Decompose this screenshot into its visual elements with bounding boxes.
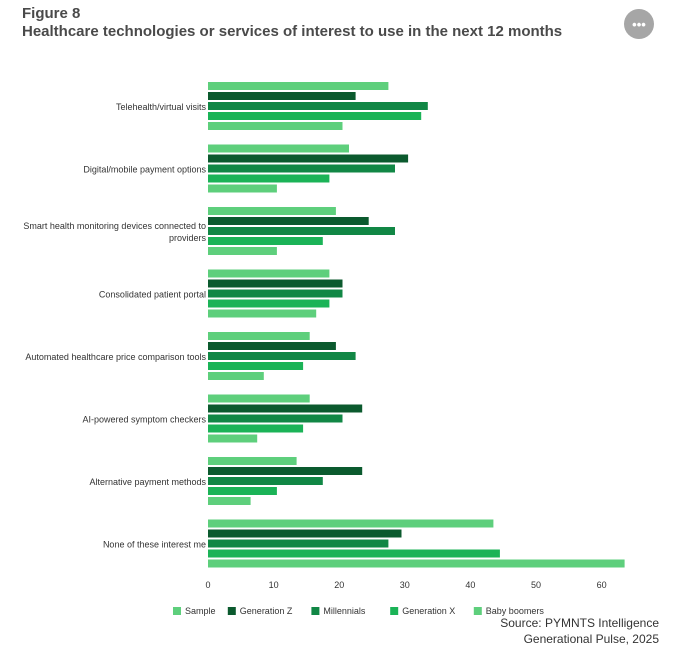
source-line-1: Source: PYMNTS Intelligence — [500, 616, 659, 630]
bar-5-millennials — [208, 352, 356, 360]
bar-2-sample — [208, 144, 349, 153]
bar-2-generation-x — [208, 174, 330, 183]
bar-8-baby-boomers — [208, 559, 625, 568]
category-label: Automated healthcare price comparison to… — [25, 352, 206, 362]
bar-6-baby-boomers — [208, 434, 258, 443]
bars-layer — [208, 82, 625, 568]
legend-label: Sample — [185, 606, 216, 616]
bar-4-sample — [208, 269, 330, 278]
legend-label: Millennials — [323, 606, 366, 616]
x-tick-label: 10 — [269, 580, 279, 590]
bar-1-generation-z — [208, 92, 356, 100]
bar-8-generation-z — [208, 529, 402, 538]
category-label: Digital/mobile payment options — [83, 165, 206, 175]
bar-3-generation-x — [208, 237, 323, 245]
bar-3-generation-z — [208, 217, 369, 225]
category-label: Alternative payment methods — [89, 477, 206, 487]
bar-7-millennials — [208, 477, 323, 485]
bar-6-sample — [208, 394, 310, 403]
ellipsis-icon[interactable]: ••• — [624, 9, 654, 39]
legend-label: Generation X — [402, 606, 455, 616]
bar-6-generation-z — [208, 404, 363, 413]
x-tick-label: 30 — [400, 580, 410, 590]
chart-title: Healthcare technologies or services of i… — [22, 23, 563, 40]
bar-1-baby-boomers — [208, 122, 343, 130]
x-tick-label: 40 — [465, 580, 475, 590]
category-label: None of these interest me — [103, 540, 206, 550]
category-labels: Telehealth/virtual visits Digital/mobile … — [23, 102, 206, 550]
bar-5-baby-boomers — [208, 372, 264, 380]
bar-8-sample — [208, 519, 494, 528]
x-tick-label: 0 — [205, 580, 210, 590]
legend-swatch — [311, 607, 320, 615]
bar-1-sample — [208, 82, 389, 90]
figure-label: Figure 8 — [22, 5, 81, 22]
legend-swatch — [173, 607, 181, 615]
bar-3-sample — [208, 207, 336, 215]
legend-swatch — [227, 607, 236, 615]
bar-6-generation-x — [208, 424, 304, 433]
bar-1-millennials — [208, 102, 428, 110]
bar-4-generation-z — [208, 279, 343, 288]
category-label: Smart health monitoring devices connecte… — [23, 221, 206, 231]
bar-7-generation-x — [208, 487, 277, 495]
bar-3-millennials — [208, 227, 395, 235]
category-label: Telehealth/virtual visits — [116, 102, 207, 112]
bar-4-generation-x — [208, 299, 330, 308]
legend-label: Generation Z — [240, 606, 293, 616]
legend-label: Baby boomers — [486, 606, 545, 616]
source-note: Source: PYMNTS Intelligence Generational… — [500, 615, 659, 647]
legend-swatch — [390, 607, 399, 615]
x-tick-label: 20 — [334, 580, 344, 590]
bar-4-millennials — [208, 289, 343, 298]
bar-5-sample — [208, 332, 310, 340]
x-axis: 0 10 20 30 40 50 60 — [205, 580, 606, 590]
bar-1-generation-x — [208, 112, 422, 120]
category-label: Consolidated patient portal — [99, 290, 206, 300]
bar-7-generation-z — [208, 467, 363, 475]
legend-swatch — [473, 607, 482, 615]
x-tick-label: 50 — [531, 580, 541, 590]
bar-3-baby-boomers — [208, 247, 277, 255]
bar-7-baby-boomers — [208, 497, 251, 505]
bar-7-sample — [208, 457, 297, 465]
legend: Sample Generation Z Millennials Generation … — [173, 606, 544, 616]
bar-8-generation-x — [208, 549, 500, 558]
category-label: AI-powered symptom checkers — [82, 415, 206, 425]
bar-4-baby-boomers — [208, 309, 317, 318]
bar-2-baby-boomers — [208, 184, 277, 193]
bar-2-millennials — [208, 164, 395, 173]
bar-2-generation-z — [208, 154, 409, 163]
category-label: providers — [169, 233, 207, 243]
bar-5-generation-x — [208, 362, 304, 370]
x-tick-label: 60 — [597, 580, 607, 590]
bar-8-millennials — [208, 539, 389, 548]
source-line-2: Generational Pulse, 2025 — [523, 632, 659, 646]
bar-6-millennials — [208, 414, 343, 423]
bar-5-generation-z — [208, 342, 336, 350]
